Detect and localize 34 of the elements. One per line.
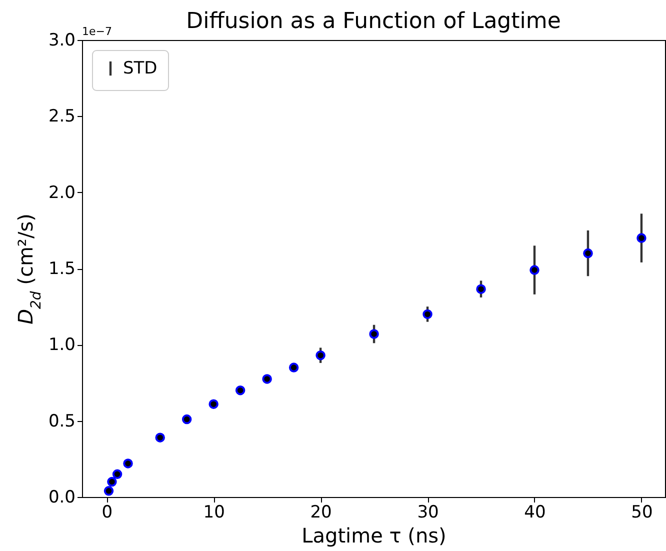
point	[369, 329, 379, 339]
point	[288, 362, 299, 372]
point	[104, 486, 114, 496]
y-tick-label: 1.0	[48, 335, 76, 356]
x-tick-label: 0	[102, 502, 113, 522]
y-tick-label: 3.0	[48, 30, 76, 50]
x-tick-label: 30	[417, 502, 439, 522]
point	[123, 458, 133, 468]
point	[235, 386, 246, 396]
point	[422, 309, 432, 320]
text: 1e−7	[82, 25, 112, 38]
y-tick-label: 2.5	[48, 106, 76, 127]
x-tick-label: 20	[310, 502, 332, 522]
point	[107, 476, 117, 487]
y-tick-label: 1.5	[48, 259, 76, 279]
point	[182, 414, 192, 424]
point	[208, 399, 218, 409]
text: STD	[123, 58, 158, 78]
point	[316, 350, 326, 360]
y-tick-label: 0.0	[48, 488, 76, 508]
y-tick-label: 2.0	[48, 182, 76, 203]
point	[583, 248, 593, 258]
x-tick-label: 10	[203, 502, 225, 522]
point	[155, 432, 165, 442]
chart-title: Diffusion as a Function of Lagtime	[186, 9, 561, 34]
point	[530, 265, 540, 275]
y-tick-label: 0.5	[48, 411, 76, 432]
point	[112, 469, 122, 480]
x-tick-label: 40	[524, 502, 546, 522]
x-axis-title: Lagtime τ (ns)	[302, 524, 446, 548]
point	[476, 284, 486, 294]
point	[262, 374, 272, 384]
point	[636, 233, 646, 243]
x-tick-label: 50	[631, 502, 653, 522]
